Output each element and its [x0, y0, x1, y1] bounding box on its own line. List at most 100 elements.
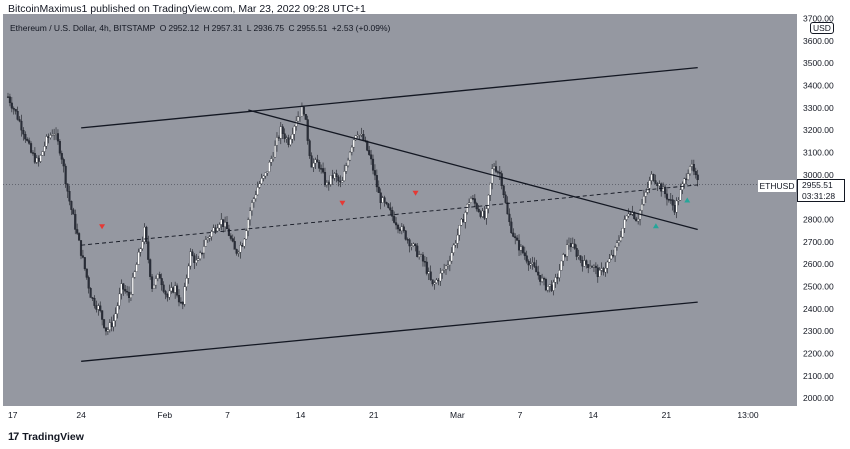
candle-body	[227, 228, 230, 236]
candle-body	[500, 173, 503, 186]
candle-body	[89, 288, 92, 298]
candle-body	[537, 271, 540, 276]
candle-body	[421, 254, 425, 262]
candle-body	[627, 213, 630, 217]
price-tick-label: 2300.00	[803, 326, 834, 336]
candle-body	[468, 202, 471, 205]
candle-body	[320, 168, 323, 170]
candle-body	[237, 252, 240, 254]
candle-body	[101, 310, 104, 320]
candle-body	[646, 188, 649, 193]
candle-body	[103, 319, 106, 328]
candle-body	[558, 270, 561, 278]
trend-line-descending-resistance	[248, 109, 698, 231]
candle-body	[395, 222, 398, 226]
candle-body	[335, 173, 338, 178]
price-chart[interactable]	[3, 14, 797, 406]
candle-body	[433, 282, 436, 285]
candle-body	[481, 210, 484, 217]
candle-body	[289, 138, 292, 145]
candle-body	[373, 170, 376, 176]
low-value: 2936.75	[253, 23, 285, 33]
candle-body	[356, 135, 359, 137]
candle-body	[473, 198, 476, 204]
candle-body	[566, 244, 569, 257]
chart-pane[interactable]	[3, 14, 797, 406]
candle-body	[665, 193, 669, 200]
candle-body	[642, 196, 645, 205]
candle-body	[385, 202, 388, 205]
brand-name: TradingView	[22, 431, 84, 443]
candle-body	[35, 157, 38, 163]
candle-body	[281, 126, 284, 134]
candle-body	[398, 228, 401, 231]
candle-body	[191, 251, 194, 256]
candle-body	[368, 150, 371, 155]
time-scale[interactable]: 17 24 Feb 7 14 21 Mar 7 14 21 13:00	[3, 406, 797, 424]
candle-body	[477, 208, 480, 212]
candle-body	[208, 236, 211, 239]
candle-body	[51, 134, 54, 136]
candle-body	[210, 231, 213, 237]
candle-body	[168, 290, 171, 298]
high-label: H	[203, 23, 210, 33]
time-tick-label: Feb	[157, 410, 172, 420]
candle-body	[542, 277, 546, 280]
candle-body	[617, 240, 620, 243]
price-tick-label: 2500.00	[803, 282, 834, 292]
candle-body	[575, 248, 578, 257]
candle-body	[391, 210, 394, 217]
candle-body	[279, 126, 282, 139]
open-value: 2952.12	[168, 23, 200, 33]
candle-body	[350, 146, 353, 153]
candle-body	[26, 139, 29, 141]
candle-body	[677, 200, 680, 202]
candle-body	[452, 244, 455, 253]
candle-body	[302, 106, 305, 115]
candle-body	[306, 119, 309, 141]
candle-body	[439, 272, 442, 282]
candle-body	[95, 305, 98, 310]
candle-body	[652, 174, 655, 181]
candle-body	[504, 194, 507, 203]
candle-body	[562, 254, 565, 262]
candle-body	[658, 183, 661, 187]
candle-body	[491, 168, 494, 184]
candle-body	[106, 329, 109, 332]
candle-body	[621, 228, 624, 238]
candle-body	[569, 243, 572, 248]
candle-body	[66, 183, 69, 192]
candle-body	[275, 137, 279, 146]
price-tick-label: 2100.00	[803, 371, 834, 381]
candle-body	[533, 262, 536, 267]
candle-body	[348, 151, 352, 161]
candle-body	[143, 226, 146, 242]
publisher-caption: BitcoinMaximus1 published on TradingView…	[8, 3, 366, 15]
candle-body	[129, 294, 133, 298]
candle-body	[648, 180, 651, 189]
price-scale[interactable]: 3700.00 3600.00 3500.00 3400.00 3300.00 3200.…	[797, 13, 847, 406]
candle-body	[487, 194, 490, 209]
candle-body	[594, 265, 597, 268]
candle-body	[608, 258, 611, 263]
candle-body	[64, 165, 67, 185]
candle-body	[493, 166, 496, 170]
candle-body	[539, 275, 542, 282]
candle-body	[502, 185, 505, 196]
candle-body	[333, 173, 336, 179]
red-marker	[99, 224, 106, 230]
time-tick-label: 14	[296, 410, 306, 420]
candle-body	[277, 137, 280, 139]
price-tick-label: 3700.00	[803, 13, 834, 23]
candle-body	[268, 162, 271, 172]
candle-body	[667, 199, 670, 201]
candle-body	[202, 246, 206, 254]
currency-label[interactable]: USD	[810, 22, 834, 34]
candle-body	[126, 291, 129, 293]
price-tick-label: 3000.00	[803, 170, 834, 180]
candle-body	[640, 204, 644, 211]
candle-body	[41, 151, 44, 156]
green-marker	[684, 197, 691, 203]
candle-body	[489, 182, 492, 196]
candle-body	[318, 162, 321, 169]
